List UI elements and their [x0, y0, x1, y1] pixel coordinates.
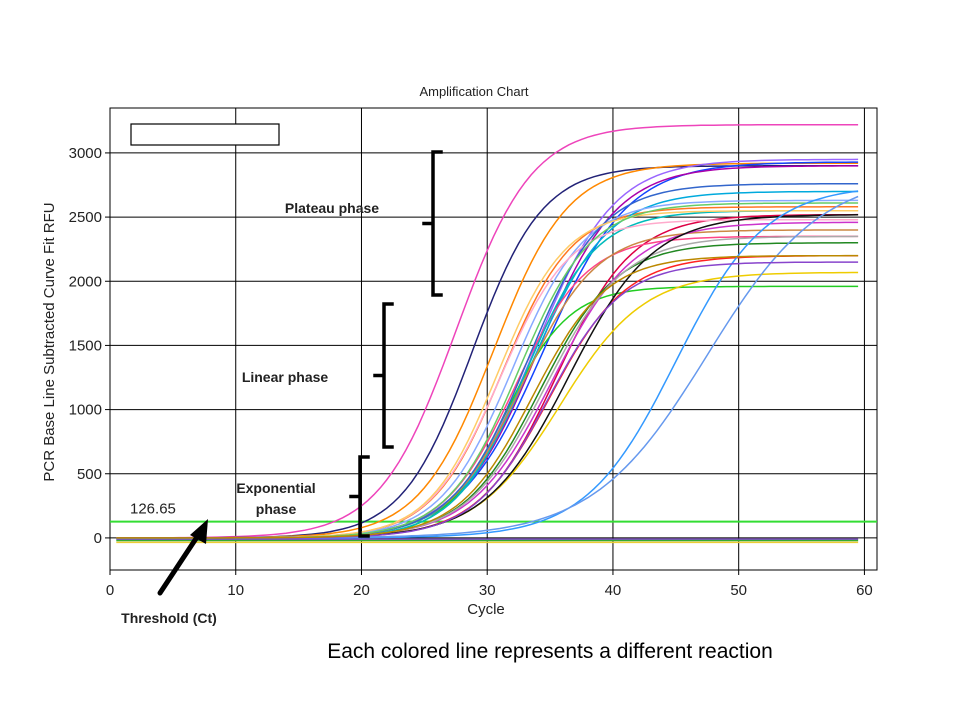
- y-axis-label: PCR Base Line Subtracted Curve Fit RFU: [41, 202, 58, 481]
- grid-layer: [110, 108, 877, 570]
- x-tick-label: 30: [479, 582, 496, 599]
- plateau-phase-label: Plateau phase: [285, 200, 379, 216]
- linear-bracket: [373, 302, 394, 449]
- y-tick-label: 2500: [69, 209, 102, 226]
- plateau-bracket: [422, 150, 443, 297]
- x-tick-label: 20: [353, 582, 370, 599]
- x-tick-label: 40: [605, 582, 622, 599]
- annotation-layer: Plateau phase Linear phase Exponential phas…: [121, 150, 443, 626]
- threshold-ct-label: Threshold (Ct): [121, 610, 217, 626]
- threshold-arrow-head: [190, 519, 208, 544]
- exponential-bracket: [349, 455, 370, 538]
- y-tick-label: 3000: [69, 145, 102, 162]
- threshold-arrow-shaft: [157, 531, 202, 596]
- exponential-phase-label: Exponential phase: [236, 480, 315, 517]
- series-line: [116, 123, 859, 539]
- series-layer: [116, 123, 859, 544]
- y-tick-label: 1500: [69, 337, 102, 354]
- threshold-layer: 126.65: [110, 501, 877, 523]
- x-tick-label: 0: [106, 582, 114, 599]
- y-tick-label: 2000: [69, 273, 102, 290]
- legend-box: [130, 123, 280, 146]
- series-line: [116, 254, 859, 539]
- y-tick-label: 0: [94, 530, 102, 547]
- x-tick-label: 50: [730, 582, 747, 599]
- y-tick-label: 500: [77, 466, 102, 483]
- axis-layer: 0 10 20 30 40 50 60 0 500 1000 1500 2000 2500 3000: [69, 145, 873, 599]
- chart-title: Amplification Chart: [419, 84, 528, 99]
- threshold-value-label: 126.65: [130, 501, 176, 518]
- x-axis-label: Cycle: [467, 601, 505, 618]
- x-tick-label: 10: [227, 582, 244, 599]
- x-tick-label: 60: [856, 582, 873, 599]
- figure-caption: Each colored line represents a different…: [327, 640, 773, 663]
- plot-area: [109, 107, 878, 571]
- y-tick-label: 1000: [69, 402, 102, 419]
- linear-phase-label: Linear phase: [242, 369, 329, 385]
